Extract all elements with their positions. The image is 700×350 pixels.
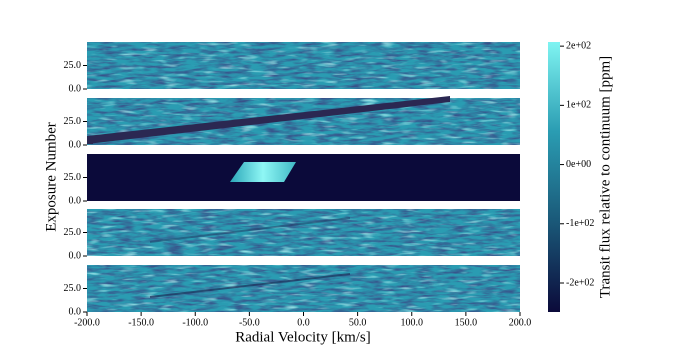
- residual-trail: [149, 273, 351, 298]
- panel-bg: [87, 154, 520, 201]
- colorbar-tick-label: 0e+00: [566, 159, 591, 170]
- colorbar-tick-label: 1e+02: [566, 100, 591, 111]
- panel-noise: [87, 209, 520, 256]
- y-tick-label: 0.0: [69, 83, 82, 94]
- y-tick-label: 25.0: [64, 283, 82, 294]
- x-tick-label: 200.0: [509, 317, 532, 328]
- panel-noise: [87, 265, 520, 312]
- residual-trail: [149, 217, 351, 243]
- y-tick-label: 0.0: [69, 306, 82, 317]
- panel-noise: [87, 42, 520, 89]
- y-tick-label: 0.0: [69, 250, 82, 261]
- x-tick-label: 150.0: [455, 317, 478, 328]
- x-axis-label: Radial Velocity [km/s]: [235, 329, 371, 345]
- colorbar-label: Transit flux relative to continuum [ppm]: [597, 56, 613, 298]
- colorbar-tick-label: 2e+02: [566, 40, 591, 51]
- y-axis-label: Exposure Number: [43, 122, 59, 232]
- x-tick-label: 50.0: [349, 317, 367, 328]
- colorbar-tick-label: -1e+02: [566, 218, 594, 229]
- colorbar-tick-label: -2e+02: [566, 277, 594, 288]
- x-tick-label: -200.0: [74, 317, 100, 328]
- panels: [87, 42, 520, 312]
- panel-noise: [87, 98, 520, 145]
- x-tick-label: -50.0: [239, 317, 260, 328]
- y-tick-label: 0.0: [69, 139, 82, 150]
- y-tick-label: 25.0: [64, 227, 82, 238]
- y-tick-label: 25.0: [64, 116, 82, 127]
- x-tick-label: 0.0: [297, 317, 310, 328]
- planet-trail-start: [87, 137, 93, 144]
- x-tick-label: 100.0: [401, 317, 424, 328]
- y-tick-label: 0.0: [69, 195, 82, 206]
- y-tick-label: 25.0: [64, 172, 82, 183]
- model-signal: [230, 162, 296, 182]
- x-tick-label: -100.0: [182, 317, 208, 328]
- colorbar: [548, 42, 560, 312]
- y-tick-label: 25.0: [64, 60, 82, 71]
- x-tick-label: -150.0: [128, 317, 154, 328]
- planet-trail: [87, 96, 450, 144]
